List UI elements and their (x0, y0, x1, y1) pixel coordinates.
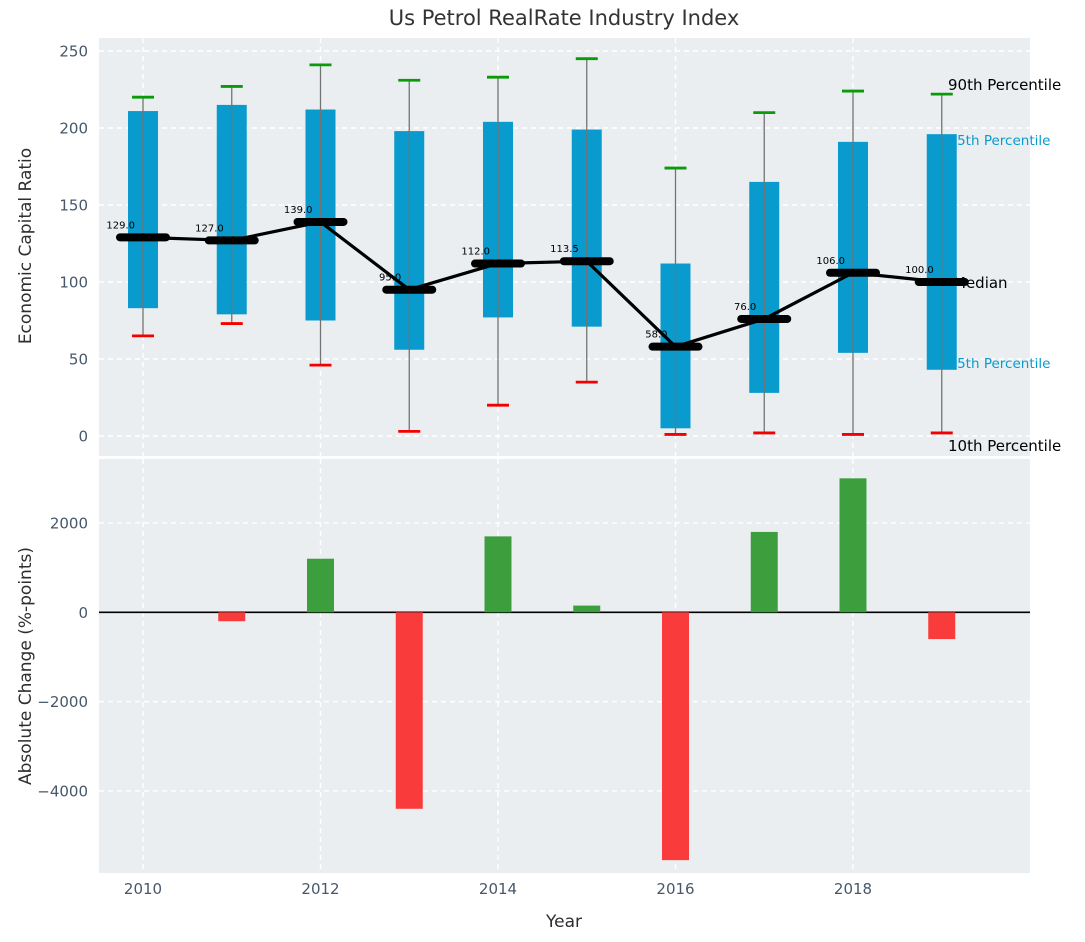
median-value-label-2016: 58.0 (645, 330, 667, 341)
right-axis-label-75th-percentile: 75th Percentile (949, 133, 1051, 149)
top-y-axis-label: Economic Capital Ratio (16, 147, 36, 345)
median-value-label-2012: 139.0 (284, 205, 313, 216)
x-tick-label: 2018 (834, 880, 872, 898)
median-value-label-2011: 127.0 (195, 223, 224, 234)
bottom-y-tick-label: 0 (78, 604, 88, 622)
x-axis-label: Year (546, 912, 582, 932)
x-tick-label: 2010 (124, 880, 162, 898)
top-y-tick-label: 200 (59, 120, 88, 138)
median-value-label-2019: 100.0 (905, 265, 934, 276)
top-y-tick-label: 50 (69, 351, 88, 369)
bottom-y-tick-label: −2000 (37, 693, 88, 711)
change-bar-2017 (750, 531, 778, 613)
chart-title: Us Petrol RealRate Industry Index (388, 6, 740, 30)
top-y-tick-label: 250 (59, 43, 88, 61)
median-value-label-2018: 106.0 (816, 256, 845, 267)
change-bar-2015 (573, 605, 601, 613)
median-value-label-2013: 95.0 (379, 273, 401, 284)
right-axis-label-10th-percentile: 10th Percentile (948, 437, 1061, 455)
bottom-y-axis-label: Absolute Change (%-points) (16, 547, 36, 785)
change-bar-2019 (928, 612, 956, 640)
change-bar-2018 (839, 478, 867, 613)
top-y-tick-label: 150 (59, 197, 88, 215)
right-axis-label-90th-percentile: 90th Percentile (948, 76, 1061, 94)
median-line (142, 220, 942, 349)
top-y-tick-label: 0 (78, 428, 88, 446)
median-value-label-2010: 129.0 (106, 220, 135, 231)
right-axis-label-25th-percentile: 25th Percentile (949, 356, 1051, 372)
change-bar-2011 (218, 612, 246, 622)
bottom-plot-background (99, 459, 1030, 873)
bottom-y-tick-label: 2000 (50, 514, 88, 532)
top-y-tick-label: 100 (59, 274, 88, 292)
median-value-label-2014: 112.0 (461, 247, 490, 258)
x-tick-label: 2014 (479, 880, 517, 898)
top-plot-background (99, 38, 1030, 456)
median-value-label-2017: 76.0 (734, 302, 756, 313)
change-bar-2013 (395, 612, 423, 809)
change-bar-2012 (307, 558, 334, 613)
change-bar-2014 (484, 536, 512, 613)
x-tick-label: 2012 (301, 880, 339, 898)
median-value-label-2015: 113.5 (550, 244, 579, 255)
bottom-y-tick-label: −4000 (37, 782, 88, 800)
change-bar-2016 (662, 612, 689, 861)
x-tick-label: 2016 (656, 880, 694, 898)
